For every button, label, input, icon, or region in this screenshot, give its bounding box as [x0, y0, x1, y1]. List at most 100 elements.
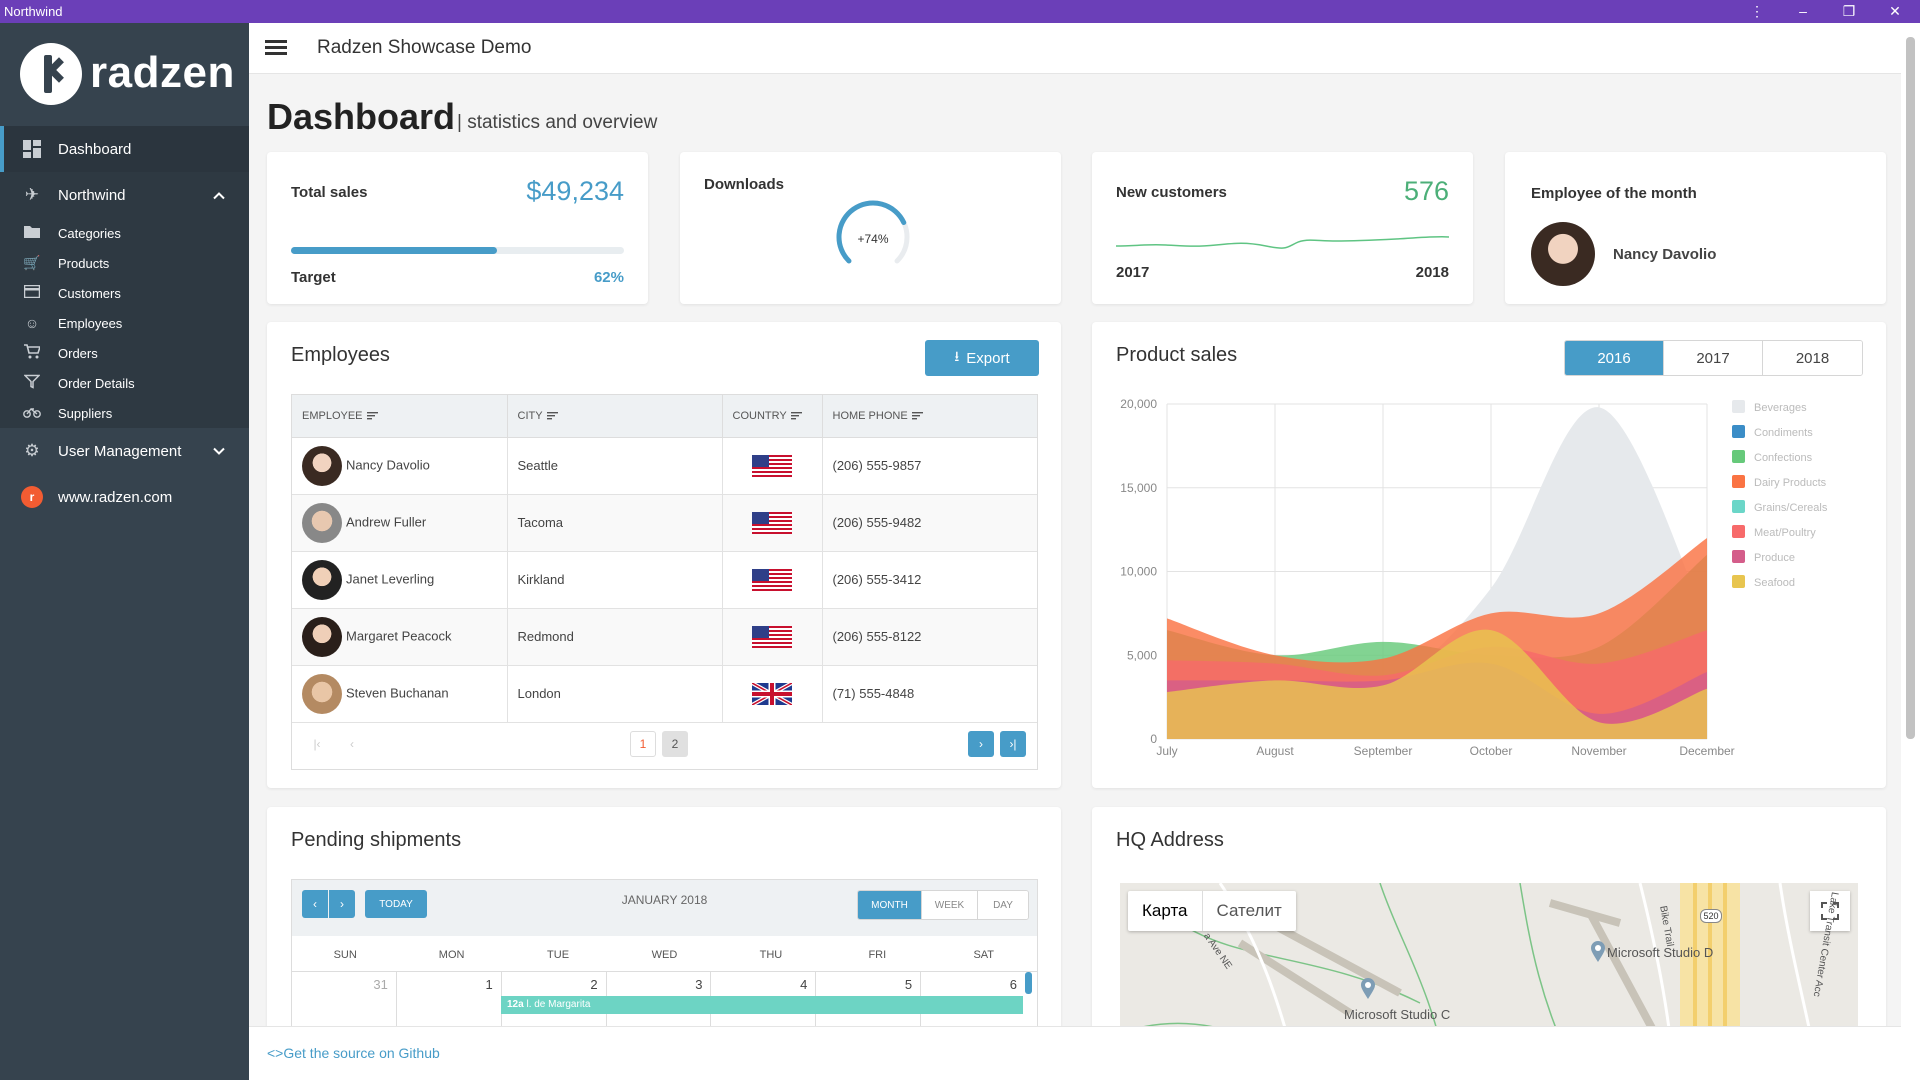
- card-icon: [22, 284, 42, 301]
- sidebar-item-label: Customers: [58, 285, 121, 301]
- view-week[interactable]: WEEK: [922, 891, 978, 919]
- column-header-employee[interactable]: EMPLOYEE: [292, 395, 508, 438]
- radzen-logo[interactable]: radzen: [0, 23, 249, 126]
- sort-icon[interactable]: [546, 411, 558, 420]
- view-month[interactable]: MONTH: [858, 891, 922, 919]
- employees-grid: EMPLOYEE CITY COUNTRY HOME PHONE Nancy D…: [291, 394, 1038, 770]
- legend-label[interactable]: Dairy Products: [1754, 477, 1827, 489]
- page-scrollbar[interactable]: [1901, 23, 1920, 1080]
- kebab-icon[interactable]: ⋮: [1750, 3, 1764, 19]
- year-button-2016[interactable]: 2016: [1565, 341, 1664, 375]
- country-cell: [722, 665, 823, 723]
- chevron-right-icon[interactable]: ›: [329, 890, 355, 918]
- y-tick-label: 15,000: [1120, 481, 1157, 495]
- satellite-tab[interactable]: Сателит: [1201, 891, 1296, 931]
- downloads-card: Downloads +74%: [680, 152, 1061, 304]
- chevron-left-icon[interactable]: ‹: [302, 890, 328, 918]
- weekday-label: TUE: [547, 949, 570, 961]
- sidebar-item-customers[interactable]: Customers: [0, 278, 249, 308]
- city-cell: Kirkland: [507, 551, 723, 609]
- legend-swatch[interactable]: [1732, 400, 1745, 413]
- restore-icon[interactable]: ❐: [1842, 3, 1856, 19]
- sidebar-item-label: Northwind: [58, 186, 126, 204]
- legend-label[interactable]: Beverages: [1754, 402, 1807, 414]
- legend-swatch[interactable]: [1732, 550, 1745, 563]
- column-header-country[interactable]: COUNTRY: [722, 395, 823, 438]
- calendar-day[interactable]: 6: [1009, 977, 1018, 992]
- prev-page-button[interactable]: ‹: [350, 737, 354, 751]
- legend-label[interactable]: Seafood: [1754, 577, 1795, 589]
- legend-label[interactable]: Condiments: [1754, 427, 1813, 439]
- legend-swatch[interactable]: [1732, 500, 1745, 513]
- legend-swatch[interactable]: [1732, 575, 1745, 588]
- sort-icon[interactable]: [366, 411, 378, 420]
- legend-swatch[interactable]: [1732, 475, 1745, 488]
- legend-swatch[interactable]: [1732, 425, 1745, 438]
- today-button[interactable]: TODAY: [365, 890, 427, 918]
- sidebar: radzen Dashboard ✈ Northwind Categories …: [0, 23, 249, 1080]
- table-row[interactable]: Andrew Fuller Tacoma (206) 555-9482: [292, 494, 1037, 552]
- weekday-label: SUN: [333, 949, 357, 961]
- legend-label[interactable]: Meat/Poultry: [1754, 527, 1816, 539]
- legend-label[interactable]: Confections: [1754, 452, 1813, 464]
- y-tick-label: 20,000: [1120, 397, 1157, 411]
- fullscreen-icon[interactable]: [1810, 891, 1850, 931]
- year-button-2018[interactable]: 2018: [1763, 341, 1862, 375]
- legend-swatch[interactable]: [1732, 450, 1745, 463]
- column-header-phone[interactable]: HOME PHONE: [822, 395, 1037, 438]
- legend-label[interactable]: Grains/Cereals: [1754, 502, 1828, 514]
- pending-shipments-card: Pending shipments ‹ › TODAY JANUARY 2018…: [267, 807, 1061, 1080]
- table-row[interactable]: Margaret Peacock Redmond (206) 555-8122: [292, 608, 1037, 666]
- shipment-event[interactable]: 12a l. de Margarita: [501, 996, 1023, 1014]
- avatar: [302, 616, 342, 657]
- area-series-seafood[interactable]: [1167, 629, 1707, 739]
- legend-label[interactable]: Produce: [1754, 552, 1795, 564]
- column-header-city[interactable]: CITY: [507, 395, 723, 438]
- avatar: [302, 673, 342, 714]
- map-tab[interactable]: Карта: [1142, 901, 1188, 920]
- page-button-1[interactable]: 1: [630, 731, 656, 757]
- minimize-icon[interactable]: –: [1799, 3, 1807, 19]
- year-button-2017[interactable]: 2017: [1664, 341, 1763, 375]
- new-customers-card: New customers 576 2017 2018: [1092, 152, 1473, 304]
- window-titlebar: Northwind ⋮ – ❐ ✕: [0, 0, 1920, 23]
- scrollbar-thumb[interactable]: [1906, 37, 1915, 739]
- table-row[interactable]: Janet Leverling Kirkland (206) 555-3412: [292, 551, 1037, 609]
- sort-icon[interactable]: [790, 411, 802, 420]
- sidebar-item-order-details[interactable]: Order Details: [0, 368, 249, 398]
- route-shield: 520: [1700, 909, 1722, 923]
- sidebar-item-northwind[interactable]: ✈ Northwind: [0, 172, 249, 218]
- sidebar-item-products[interactable]: 🛒 Products: [0, 248, 249, 278]
- first-page-button[interactable]: |‹: [313, 737, 321, 751]
- calendar-day[interactable]: 31: [292, 972, 397, 1052]
- view-day[interactable]: DAY: [978, 891, 1028, 919]
- table-row[interactable]: Nancy Davolio Seattle (206) 555-9857: [292, 437, 1037, 495]
- legend-swatch[interactable]: [1732, 525, 1745, 538]
- export-button[interactable]: ⭳ Export: [925, 340, 1039, 376]
- country-cell: [722, 494, 823, 552]
- sidebar-item-user-management[interactable]: ⚙ User Management: [0, 428, 249, 474]
- sidebar-item-suppliers[interactable]: Suppliers: [0, 398, 249, 428]
- hamburger-icon[interactable]: [265, 37, 287, 57]
- github-source-link[interactable]: <>Get the source on Github: [267, 1045, 440, 1061]
- new-customers-label: New customers: [1116, 184, 1227, 201]
- scheduler-scroll-thumb[interactable]: [1025, 972, 1032, 994]
- map-pin-icon[interactable]: [1590, 941, 1606, 968]
- page-button-2[interactable]: 2: [662, 731, 688, 757]
- product-sales-card: Product sales 2016 2017 2018 0 5,000 10,00…: [1092, 322, 1886, 788]
- sidebar-item-employees[interactable]: ☺ Employees: [0, 308, 249, 338]
- next-page-button[interactable]: ›: [968, 731, 994, 757]
- sidebar-item-categories[interactable]: Categories: [0, 218, 249, 248]
- radzen-logo-icon: r: [20, 485, 44, 509]
- sort-icon[interactable]: [911, 411, 923, 420]
- weekday-label: FRI: [868, 949, 887, 961]
- last-page-button[interactable]: ›|: [1000, 731, 1026, 757]
- sidebar-item-dashboard[interactable]: Dashboard: [0, 126, 249, 172]
- phone-cell: (206) 555-3412: [822, 551, 1037, 609]
- sidebar-item-website[interactable]: r www.radzen.com: [0, 474, 249, 520]
- table-row[interactable]: Steven Buchanan London (71) 555-4848: [292, 665, 1037, 723]
- map-pin-icon[interactable]: [1360, 978, 1376, 1005]
- close-icon[interactable]: ✕: [1889, 3, 1901, 19]
- sidebar-item-orders[interactable]: Orders: [0, 338, 249, 368]
- country-cell: [722, 437, 823, 495]
